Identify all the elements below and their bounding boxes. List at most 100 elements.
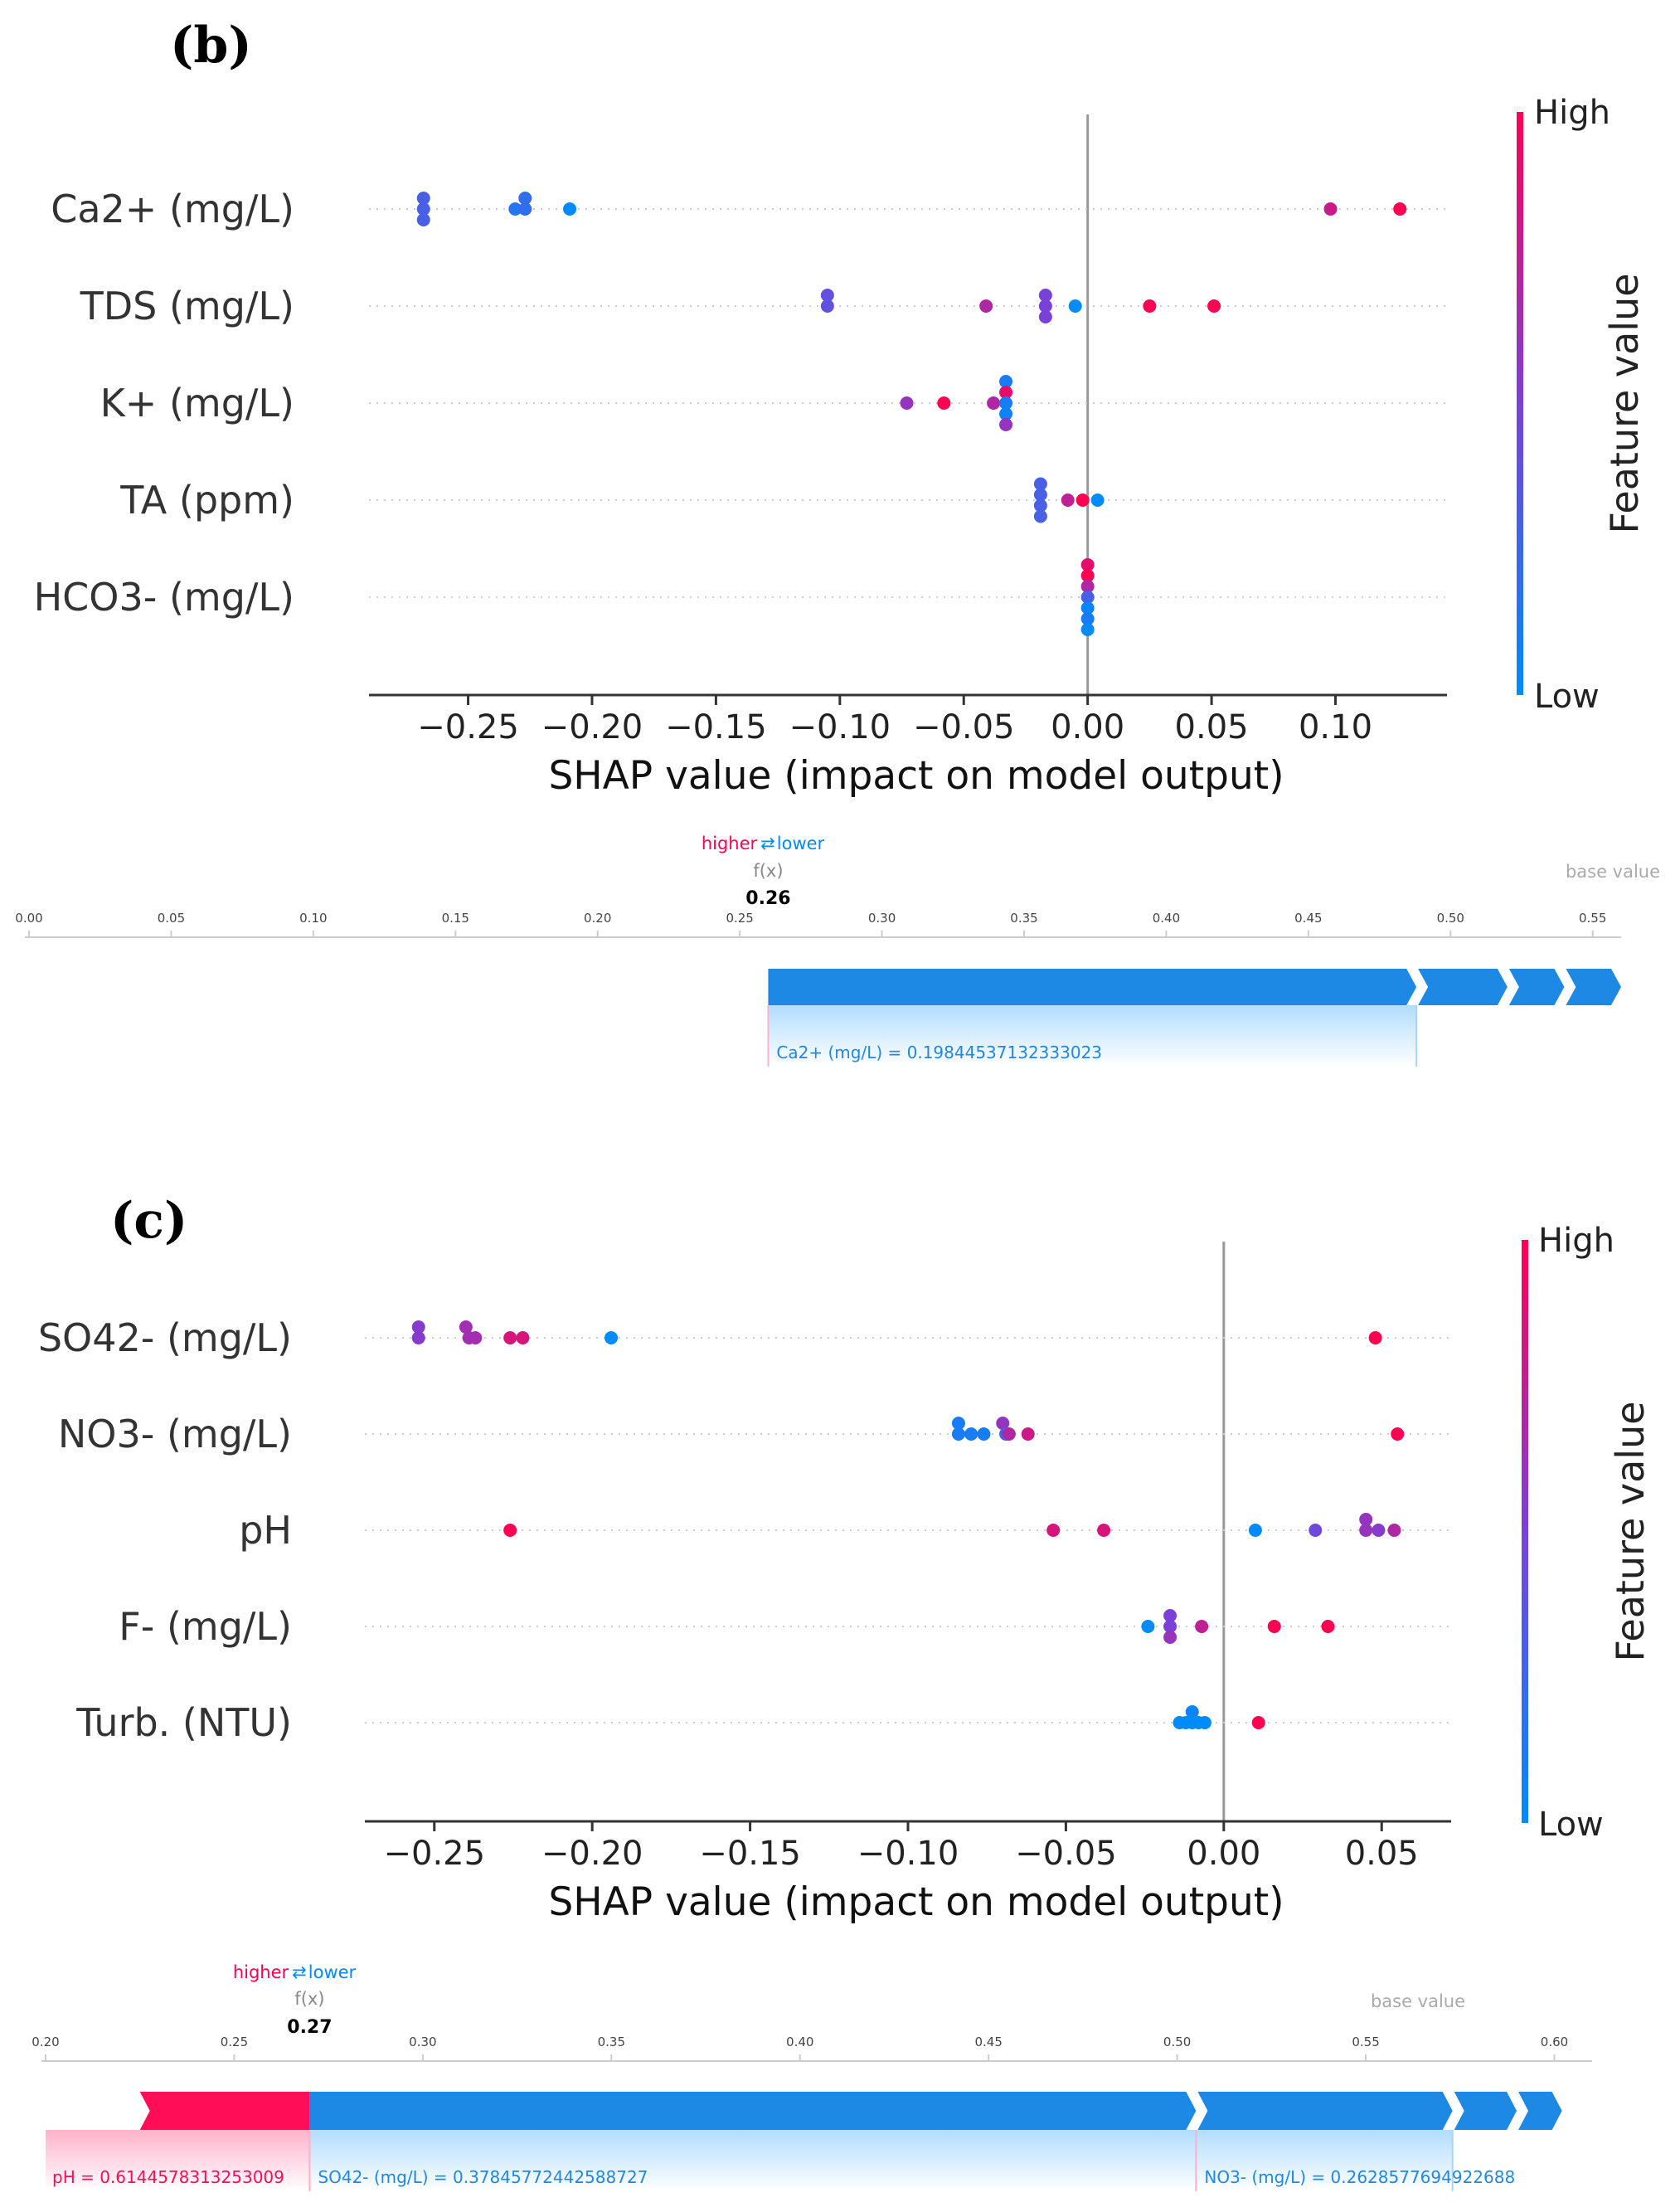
- shap-point: [1359, 1524, 1373, 1537]
- shap-point: [1195, 1620, 1209, 1633]
- x-tick-label: −0.05: [913, 708, 1015, 746]
- shap-point: [979, 299, 993, 313]
- shap-point: [416, 213, 430, 226]
- feature-label: TDS (mg/L): [80, 284, 294, 328]
- shap-point: [1321, 1620, 1335, 1633]
- x-tick-label: 0.00: [1051, 708, 1124, 746]
- shap-point: [1197, 1716, 1211, 1729]
- shap-point: [900, 396, 914, 410]
- shap-point: [1090, 493, 1105, 507]
- feature-label: TA (ppm): [119, 478, 294, 523]
- legend-higher: higher: [233, 1962, 289, 1982]
- force-bar-lower: [768, 969, 1417, 1005]
- feature-label: HCO3- (mg/L): [34, 575, 294, 620]
- x-tick-label: −0.10: [789, 708, 891, 746]
- shap-point: [1038, 299, 1052, 313]
- shap-point: [1248, 1524, 1262, 1537]
- shap-point: [964, 1427, 978, 1441]
- force-tick-label: 0.45: [1294, 911, 1322, 926]
- x-tick-label: −0.15: [699, 1835, 801, 1873]
- shap-point: [516, 1331, 530, 1344]
- force-bar-lower: [1418, 969, 1508, 1005]
- shap-point: [977, 1427, 991, 1441]
- colorbar-title: Feature value: [1602, 273, 1647, 533]
- base-value-label: base value: [1566, 862, 1660, 882]
- feature-label: NO3- (mg/L): [58, 1412, 292, 1456]
- shap-point: [1387, 1524, 1401, 1537]
- force-bar-lower: [309, 2092, 1197, 2130]
- shap-point: [1163, 1609, 1177, 1622]
- shap-point: [1033, 477, 1047, 491]
- force-tick-label: 0.50: [1437, 911, 1464, 926]
- shap-point: [1080, 591, 1095, 604]
- shap-point: [1080, 623, 1095, 636]
- x-tick-label: −0.25: [417, 708, 519, 746]
- shap-point: [951, 1417, 965, 1430]
- shap-point: [1143, 299, 1157, 313]
- shap-point: [1323, 202, 1338, 216]
- force-tick-label: 0.25: [726, 911, 753, 926]
- shap-point: [416, 192, 430, 205]
- force-tick-label: 0.40: [786, 2035, 813, 2049]
- shap-point: [1080, 601, 1095, 615]
- force-plot-b: higher ⇄lower f(x) 0.26 base value 0.00 0.05 0.…: [15, 834, 1660, 1067]
- force-tick-label: 0.45: [974, 2035, 1002, 2049]
- shap-point: [1021, 1427, 1035, 1441]
- x-tick-label: −0.05: [1015, 1835, 1117, 1873]
- shap-point: [459, 1320, 473, 1334]
- feature-label: F- (mg/L): [119, 1604, 292, 1649]
- force-tick-label: 0.15: [442, 911, 469, 926]
- force-bar-lower: [1197, 2092, 1453, 2130]
- force-tick-label: 0.30: [409, 2035, 436, 2049]
- force-tick-label: 0.35: [1010, 911, 1037, 926]
- colorbar: [1517, 112, 1523, 695]
- force-tick-label: 0.55: [1579, 911, 1606, 926]
- shap-point: [1393, 202, 1407, 216]
- fx-value: 0.27: [287, 2017, 332, 2038]
- force-bar-higher: [139, 2092, 310, 2130]
- shap-point: [987, 396, 1001, 410]
- force-tick-label: 0.55: [1352, 2035, 1379, 2049]
- colorbar-high-label: High: [1538, 1222, 1614, 1260]
- legend-lower: lower: [777, 834, 825, 853]
- annotation-shade-higher: [46, 2130, 310, 2191]
- shap-point: [1097, 1524, 1111, 1537]
- shap-point: [1309, 1524, 1323, 1537]
- shap-point: [518, 202, 532, 216]
- shap-point: [996, 1417, 1010, 1430]
- shap-point: [1251, 1716, 1265, 1729]
- colorbar-low-label: Low: [1534, 678, 1600, 716]
- feature-label: pH: [239, 1508, 292, 1553]
- panel-b-label: (b): [170, 17, 252, 75]
- shap-point: [1163, 1631, 1177, 1644]
- shap-point: [1038, 310, 1052, 323]
- legend-arrows: ⇄: [292, 1962, 307, 1982]
- force-annotation-lower: SO42- (mg/L) = 0.37845772442588727: [318, 2167, 648, 2187]
- shap-point: [1185, 1705, 1199, 1719]
- force-bar-lower: [1566, 969, 1621, 1005]
- shap-point: [1372, 1524, 1386, 1537]
- legend-higher-lower: higher ⇄lower: [233, 1962, 357, 1982]
- shap-point: [1359, 1513, 1373, 1526]
- colorbar-low-label: Low: [1538, 1806, 1604, 1844]
- shap-point: [508, 202, 522, 216]
- x-tick-label: 0.00: [1187, 1835, 1260, 1873]
- colorbar-title: Feature value: [1608, 1401, 1653, 1661]
- force-tick-label: 0.25: [221, 2035, 248, 2049]
- shap-beeswarm-b: −0.25 −0.20 −0.15 −0.10 −0.05 0.00 0.05 0.10 SHA…: [34, 94, 1647, 799]
- shap-beeswarm-c: −0.25 −0.20 −0.15 −0.10 −0.05 0.00 0.05 SHAP va…: [38, 1222, 1653, 1925]
- shap-point: [1068, 299, 1082, 313]
- shap-point: [1033, 488, 1047, 502]
- shap-point: [1061, 493, 1075, 507]
- legend-lower: lower: [308, 1962, 357, 1982]
- feature-label: Turb. (NTU): [75, 1700, 292, 1745]
- force-plot-c: higher ⇄lower f(x) 0.27 base value 0.20 0.25 0.…: [32, 1962, 1592, 2191]
- force-tick-label: 0.05: [158, 911, 185, 926]
- shap-point: [999, 396, 1013, 410]
- x-axis-title: SHAP value (impact on model output): [548, 1879, 1284, 1925]
- force-bar-lower: [1518, 2092, 1562, 2130]
- shap-point: [1002, 1427, 1016, 1441]
- legend-arrows: ⇄: [760, 834, 775, 853]
- x-tick-label: −0.20: [541, 1835, 643, 1873]
